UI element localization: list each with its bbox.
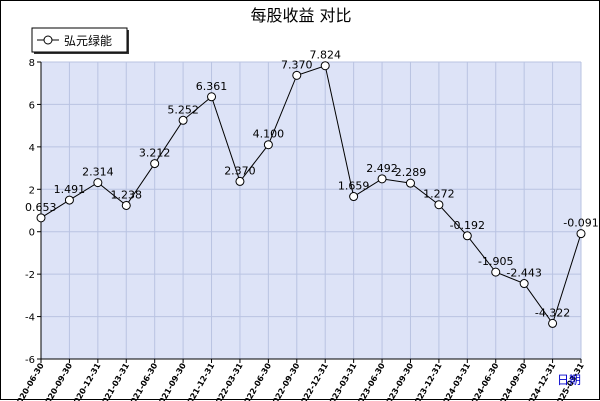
x-tick-label: 2021-12-31 bbox=[183, 361, 217, 401]
data-point bbox=[292, 70, 302, 80]
data-label: 7.824 bbox=[309, 49, 341, 62]
data-label: 3.212 bbox=[139, 147, 171, 160]
series-group: 0.653 1.491 2.314 1.238 3.212 5.252 6.361 2.370… bbox=[25, 49, 599, 328]
y-tick-label: -6 bbox=[25, 355, 35, 366]
data-label: 2.492 bbox=[366, 162, 398, 175]
data-label: 1.659 bbox=[338, 180, 370, 193]
data-label: 1.238 bbox=[111, 188, 143, 201]
data-point bbox=[519, 279, 529, 289]
grid-lines bbox=[40, 61, 582, 360]
y-tick-label: 8 bbox=[29, 58, 35, 69]
y-axis-ticks: -6 -4 -2 0 2 4 6 8 bbox=[25, 58, 41, 366]
legend: 弘元绿能 bbox=[31, 27, 129, 54]
x-tick-label: 2021-06-30 bbox=[126, 361, 160, 401]
chart-title: 每股收益 对比 bbox=[250, 6, 351, 25]
data-point bbox=[320, 61, 330, 71]
y-tick-label: -4 bbox=[25, 313, 35, 324]
data-label: -0.192 bbox=[450, 219, 485, 232]
x-tick-label: 2023-06-30 bbox=[353, 361, 387, 401]
data-label: 2.314 bbox=[82, 166, 114, 179]
data-point bbox=[576, 229, 586, 239]
x-tick-label: 2022-09-30 bbox=[268, 361, 302, 401]
data-label: 6.361 bbox=[196, 80, 228, 93]
x-tick-label: 2023-09-30 bbox=[382, 361, 416, 401]
data-label: -2.443 bbox=[506, 267, 541, 280]
series-line bbox=[40, 65, 582, 325]
data-label: 2.370 bbox=[224, 164, 256, 177]
x-tick-label: 2022-06-30 bbox=[240, 361, 274, 401]
data-label: 7.370 bbox=[281, 58, 313, 71]
data-point bbox=[207, 92, 217, 102]
data-label: 0.653 bbox=[25, 201, 57, 214]
x-tick-label: 2023-03-31 bbox=[325, 361, 359, 401]
y-tick-label: -2 bbox=[25, 270, 35, 281]
x-axis-ticks: 2020-06-302020-09-302020-12-312021-03-31… bbox=[12, 359, 586, 401]
y-tick-label: 6 bbox=[29, 100, 35, 111]
x-tick-label: 2023-12-31 bbox=[410, 361, 444, 401]
data-point bbox=[377, 174, 387, 184]
data-label: -4.322 bbox=[535, 306, 570, 319]
data-label: -0.091 bbox=[563, 217, 598, 230]
data-point bbox=[434, 200, 444, 210]
data-point bbox=[36, 213, 46, 223]
x-tick-label: 2024-06-30 bbox=[467, 361, 501, 401]
data-label: 1.491 bbox=[54, 183, 86, 196]
data-point bbox=[235, 176, 245, 186]
data-point bbox=[462, 231, 472, 241]
data-point bbox=[150, 159, 160, 169]
axes bbox=[40, 62, 581, 360]
data-point bbox=[405, 178, 415, 188]
x-tick-label: 2020-09-30 bbox=[41, 361, 75, 401]
legend-marker-icon bbox=[43, 35, 53, 45]
y-tick-label: 4 bbox=[29, 143, 35, 154]
data-point bbox=[263, 140, 273, 150]
data-label: 1.272 bbox=[423, 188, 455, 201]
legend-label: 弘元绿能 bbox=[64, 33, 112, 48]
data-label: -1.905 bbox=[478, 255, 513, 268]
data-label: 4.100 bbox=[253, 128, 285, 141]
data-point bbox=[64, 195, 74, 205]
x-axis-title: 日期 bbox=[557, 373, 581, 387]
data-point bbox=[178, 115, 188, 125]
x-tick-label: 2022-03-31 bbox=[211, 361, 245, 401]
data-point bbox=[491, 267, 501, 277]
y-tick-label: 2 bbox=[29, 185, 35, 196]
data-point bbox=[349, 192, 359, 202]
x-tick-label: 2020-12-31 bbox=[69, 361, 103, 401]
data-point bbox=[121, 200, 131, 210]
x-tick-label: 2024-09-30 bbox=[496, 361, 530, 401]
x-tick-label: 2020-06-30 bbox=[12, 361, 46, 401]
x-tick-label: 2024-12-31 bbox=[524, 361, 558, 401]
plot-area bbox=[41, 62, 581, 359]
x-tick-label: 2021-03-31 bbox=[98, 361, 132, 401]
data-point bbox=[93, 178, 103, 188]
y-tick-label: 0 bbox=[29, 228, 35, 239]
x-tick-label: 2022-12-31 bbox=[297, 361, 331, 401]
x-tick-label: 2021-09-30 bbox=[154, 361, 188, 401]
data-label: 5.252 bbox=[167, 103, 199, 116]
data-point bbox=[548, 318, 558, 328]
x-tick-label: 2024-03-31 bbox=[439, 361, 473, 401]
data-label: 2.289 bbox=[395, 166, 427, 179]
